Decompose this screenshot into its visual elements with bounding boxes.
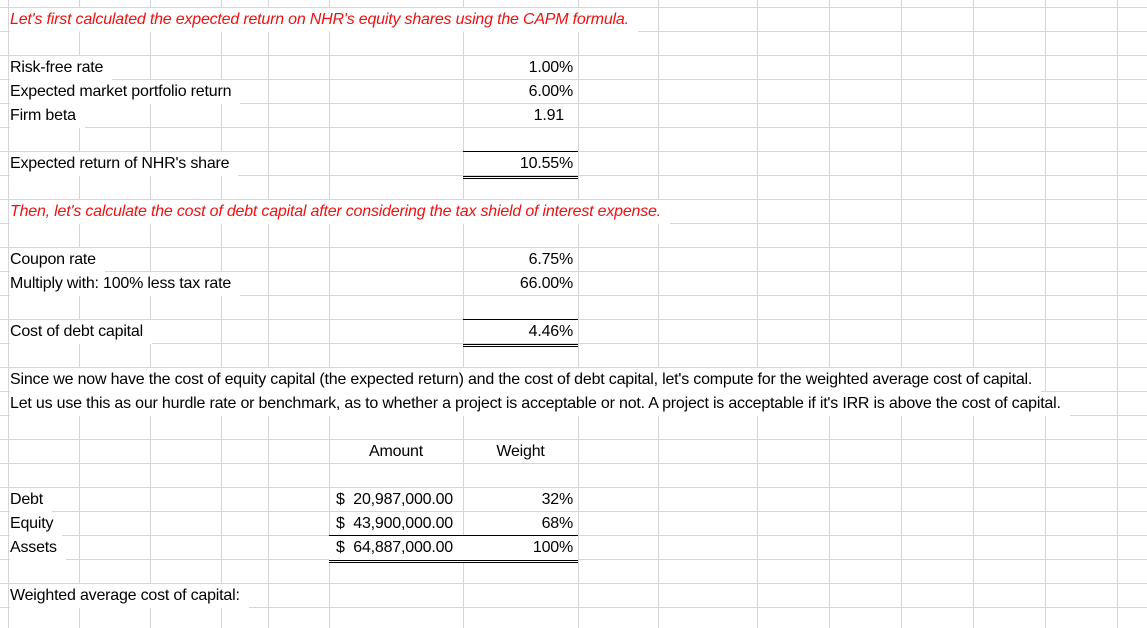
cell-expected-return-label[interactable]: Expected return of NHR's share	[10, 152, 239, 176]
amount-number: 64,887,000.00	[353, 539, 453, 556]
cell-tax-multiplier-label[interactable]: Multiply with: 100% less tax rate	[10, 272, 241, 296]
cell-equity-amount[interactable]: $ 43,900,000.00	[329, 512, 463, 536]
cell-debt-amount[interactable]: $ 20,987,000.00	[329, 488, 463, 512]
cell-equity-weight[interactable]: 68%	[541, 515, 574, 532]
paragraph-wacc-intro[interactable]: Since we now have the cost of equity cap…	[10, 368, 1042, 392]
currency-symbol: $	[336, 539, 345, 556]
cell-risk-free-rate-value[interactable]: 1.00%	[528, 59, 574, 76]
cell-expected-return-value[interactable]: 10.55%	[463, 151, 578, 179]
cell-assets-amount[interactable]: $ 64,887,000.00	[329, 536, 463, 560]
column-header-amount[interactable]: Amount	[369, 443, 423, 460]
currency-symbol: $	[336, 491, 345, 508]
cell-market-return-value[interactable]: 6.00%	[528, 83, 574, 100]
cell-debt-weight[interactable]: 32%	[541, 491, 574, 508]
cell-coupon-rate-label[interactable]: Coupon rate	[10, 248, 105, 272]
paragraph-hurdle-rate[interactable]: Let us use this as our hurdle rate or be…	[10, 392, 1070, 416]
amount-number: 20,987,000.00	[353, 491, 453, 508]
cell-debt-label[interactable]: Debt	[10, 488, 52, 512]
cell-assets-weight[interactable]: 100%	[532, 539, 573, 556]
cell-market-return-label[interactable]: Expected market portfolio return	[10, 80, 241, 104]
cell-assets-label[interactable]: Assets	[10, 536, 66, 560]
cell-wacc-footer-label[interactable]: Weighted average cost of capital:	[10, 584, 249, 608]
cell-tax-multiplier-value[interactable]: 66.00%	[519, 275, 573, 292]
cell-coupon-rate-value[interactable]: 6.75%	[528, 251, 574, 268]
cell-risk-free-rate-label[interactable]: Risk-free rate	[10, 56, 113, 80]
cell-cost-of-debt-label[interactable]: Cost of debt capital	[10, 320, 152, 344]
assets-total-row[interactable]: $ 64,887,000.00 100%	[329, 535, 578, 563]
column-header-weight[interactable]: Weight	[496, 443, 545, 460]
cell-firm-beta-label[interactable]: Firm beta	[10, 104, 85, 128]
note-cost-of-debt[interactable]: Then, let's calculate the cost of debt c…	[10, 200, 671, 224]
currency-symbol: $	[336, 515, 345, 532]
note-capm[interactable]: Let's first calculated the expected retu…	[10, 8, 638, 32]
cell-firm-beta-value[interactable]: 1.91	[533, 107, 565, 124]
amount-number: 43,900,000.00	[353, 515, 453, 532]
cell-equity-label[interactable]: Equity	[10, 512, 63, 536]
cell-cost-of-debt-value[interactable]: 4.46%	[463, 319, 578, 347]
